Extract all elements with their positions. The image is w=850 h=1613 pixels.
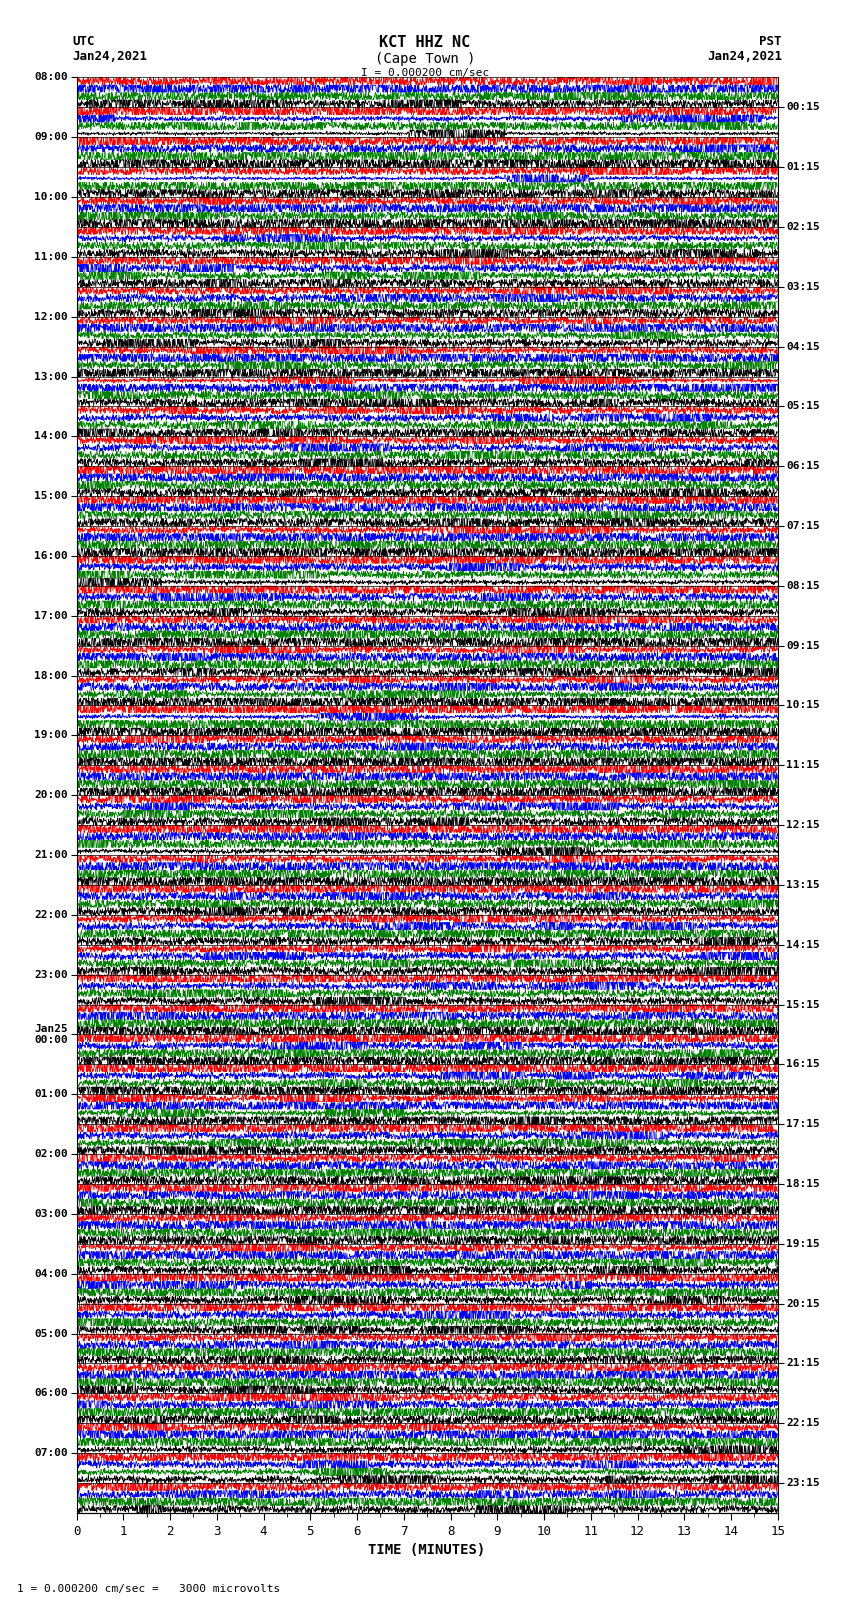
Text: Jan24,2021: Jan24,2021 [707, 50, 782, 63]
Text: KCT HHZ NC: KCT HHZ NC [379, 35, 471, 50]
X-axis label: TIME (MINUTES): TIME (MINUTES) [369, 1544, 485, 1558]
Text: I = 0.000200 cm/sec: I = 0.000200 cm/sec [361, 68, 489, 77]
Text: 1 = 0.000200 cm/sec =   3000 microvolts: 1 = 0.000200 cm/sec = 3000 microvolts [17, 1584, 280, 1594]
Text: UTC: UTC [72, 35, 94, 48]
Text: Jan24,2021: Jan24,2021 [72, 50, 147, 63]
Text: (Cape Town ): (Cape Town ) [375, 52, 475, 66]
Text: PST: PST [760, 35, 782, 48]
